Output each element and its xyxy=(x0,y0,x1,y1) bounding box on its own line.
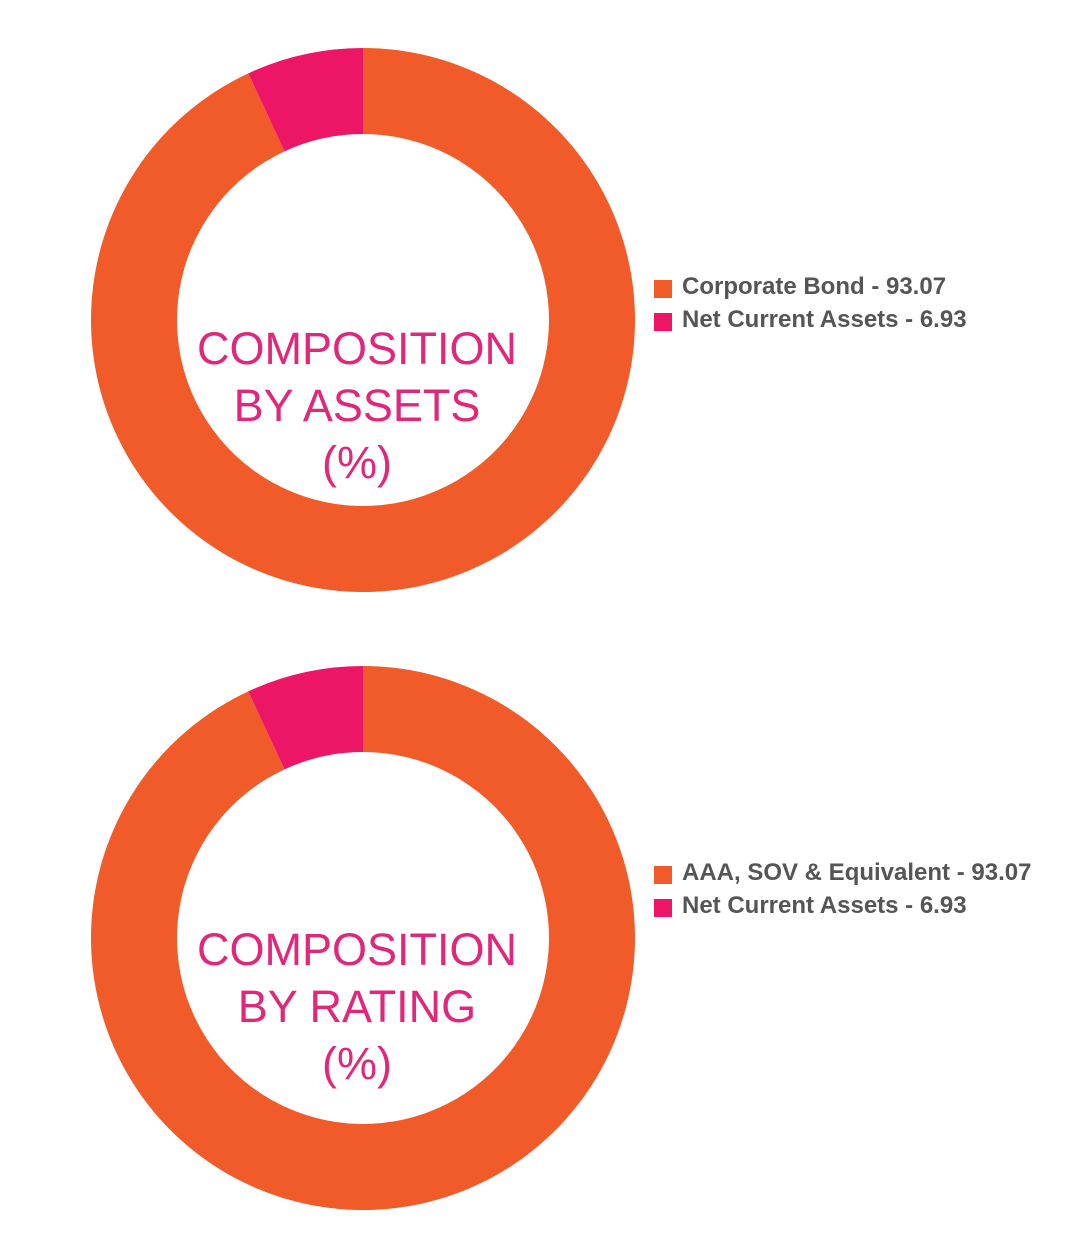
legend-item: Corporate Bond - 93.07 xyxy=(654,270,1054,303)
chart-center-title: COMPOSITION BY ASSETS (%) xyxy=(182,320,532,491)
legend-item: AAA, SOV & Equivalent - 93.07 xyxy=(654,856,1054,889)
assets-donut-svg xyxy=(90,48,635,592)
legend-swatch xyxy=(654,313,672,331)
title-line: COMPOSITION xyxy=(196,924,517,975)
title-line: (%) xyxy=(322,437,392,488)
legend-label: Net Current Assets - 6.93 xyxy=(682,892,967,919)
legend-swatch xyxy=(654,280,672,298)
title-line: BY ASSETS xyxy=(233,380,481,431)
legend-label: Corporate Bond - 93.07 xyxy=(682,273,947,300)
chart-legend: Corporate Bond - 93.07 Net Current Asset… xyxy=(654,270,1054,336)
rating-donut-chart: COMPOSITION BY RATING (%) AAA, SOV & Equ… xyxy=(0,618,1071,1218)
donut-slice-corporate-bond xyxy=(90,48,635,592)
legend-swatch xyxy=(654,866,672,884)
title-line: COMPOSITION xyxy=(196,323,517,374)
title-line: BY RATING xyxy=(237,981,477,1032)
chart-legend: AAA, SOV & Equivalent - 93.07 Net Curren… xyxy=(654,856,1054,922)
donut-slice-aaa-sov-equivalent xyxy=(90,666,635,1210)
legend-label: AAA, SOV & Equivalent - 93.07 xyxy=(682,859,1032,886)
assets-donut-chart: COMPOSITION BY ASSETS (%) Corporate Bond… xyxy=(0,0,1071,600)
legend-item: Net Current Assets - 6.93 xyxy=(654,303,1054,336)
legend-swatch xyxy=(654,899,672,917)
title-line: (%) xyxy=(322,1038,392,1089)
chart-center-title: COMPOSITION BY RATING (%) xyxy=(182,921,532,1092)
rating-donut-svg xyxy=(90,666,635,1210)
donut-slice-net-current-assets xyxy=(248,48,363,152)
legend-item: Net Current Assets - 6.93 xyxy=(654,889,1054,922)
legend-label: Net Current Assets - 6.93 xyxy=(682,306,967,333)
donut-slice-net-current-assets xyxy=(248,666,363,770)
